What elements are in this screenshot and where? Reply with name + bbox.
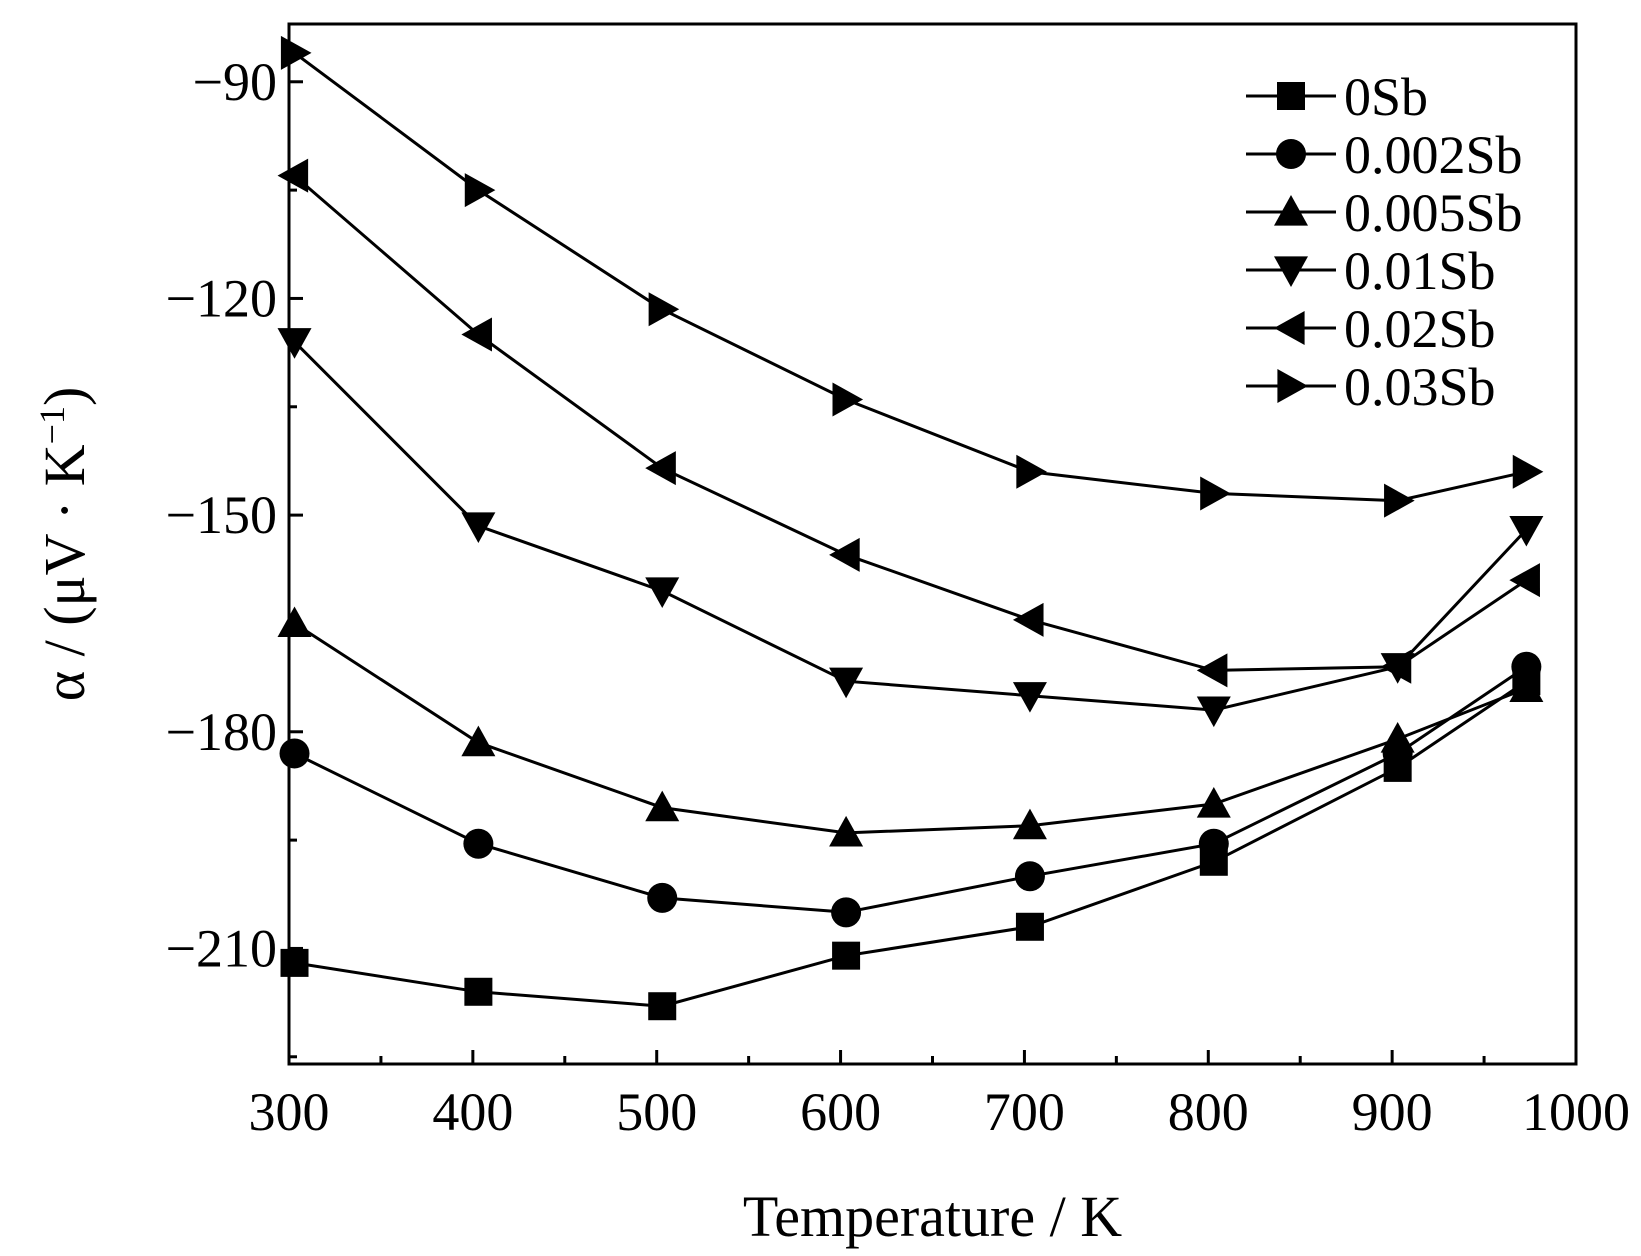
data-point: [647, 882, 678, 913]
legend-marker: [1276, 139, 1306, 169]
data-point: [461, 317, 492, 352]
data-point: [829, 537, 860, 572]
data-point: [1014, 861, 1045, 892]
legend-entry: 0.01Sb: [1246, 241, 1496, 301]
legend-label: 0.01Sb: [1344, 241, 1496, 301]
data-point: [648, 992, 677, 1021]
data-point: [280, 35, 312, 70]
data-point: [645, 790, 680, 822]
y-axis-tick-labels: −90 −120 −150 −180 −210: [166, 52, 277, 979]
y-axis-ticks: [289, 80, 303, 1059]
data-point: [1012, 602, 1044, 637]
data-point: [1196, 653, 1228, 688]
data-point: [1509, 515, 1544, 547]
legend-marker: [1277, 369, 1308, 403]
data-point: [1196, 787, 1231, 818]
data-point: [1509, 671, 1544, 703]
x-tick-label: 800: [1168, 1082, 1249, 1142]
x-axis-ticks: [287, 1050, 1578, 1064]
legend-entry: 0.03Sb: [1246, 357, 1496, 417]
series-5: [277, 158, 1540, 688]
data-point: [279, 738, 310, 769]
series-line: [293, 340, 1528, 712]
y-tick-label: −120: [166, 268, 277, 328]
legend-entry: 0.005Sb: [1246, 183, 1523, 243]
x-tick-label: 500: [616, 1082, 697, 1142]
data-point: [829, 815, 864, 847]
x-tick-label: 900: [1352, 1082, 1433, 1142]
x-tick-label: 600: [800, 1082, 881, 1142]
data-point: [1511, 651, 1542, 682]
legend-marker: [1274, 256, 1308, 287]
series-line: [293, 622, 1527, 835]
data-point: [832, 941, 861, 970]
x-axis-tick-labels: 300 400 500 600 700 800 900 1000: [249, 1082, 1631, 1142]
data-point: [280, 948, 309, 977]
series-4: [277, 328, 1544, 728]
y-axis-title-suffix: ): [32, 387, 97, 406]
data-point: [648, 292, 680, 327]
legend-label: 0.03Sb: [1344, 357, 1496, 417]
y-axis-title-superscript: −1: [32, 406, 72, 444]
legend-entry: 0.02Sb: [1246, 299, 1496, 359]
data-point: [832, 382, 864, 417]
data-point: [1380, 722, 1415, 753]
y-axis-title-prefix: α / (μV · K: [32, 444, 97, 701]
x-tick-label: 300: [249, 1082, 330, 1142]
series-line: [294, 679, 1528, 1008]
legend-label: 0Sb: [1344, 67, 1428, 127]
y-tick-label: −180: [166, 702, 277, 762]
y-tick-label: −210: [166, 918, 277, 978]
legend-marker: [1277, 82, 1305, 110]
data-point: [277, 606, 312, 638]
data-point: [1380, 649, 1412, 684]
data-point: [1512, 454, 1544, 489]
data-point: [1198, 828, 1229, 859]
series-6: [280, 35, 1544, 518]
series-line: [293, 665, 1528, 914]
legend-entry: 0.002Sb: [1246, 125, 1523, 185]
data-point: [1200, 476, 1231, 511]
data-point: [277, 328, 312, 359]
legend-label: 0.002Sb: [1344, 125, 1523, 185]
data-point: [464, 977, 493, 1006]
data-point: [1012, 682, 1047, 713]
legend-marker: [1274, 195, 1308, 226]
data-point: [461, 725, 496, 757]
plot-frame: [287, 22, 1578, 1066]
data-point: [645, 451, 676, 486]
y-tick-label: −90: [193, 52, 277, 112]
series-3: [277, 606, 1544, 847]
data-point: [829, 667, 864, 699]
series-1: [280, 667, 1541, 1021]
legend-label: 0.02Sb: [1344, 299, 1496, 359]
data-point: [1509, 563, 1540, 598]
series-line: [293, 174, 1528, 672]
data-point: [1012, 808, 1047, 840]
legend-entry: 0Sb: [1246, 67, 1428, 127]
legend-marker: [1274, 311, 1305, 345]
data-point: [463, 828, 494, 859]
data-point: [645, 577, 680, 608]
data-point: [461, 512, 496, 543]
data-point: [831, 897, 862, 928]
data-point: [1015, 912, 1044, 941]
y-axis-title: α / (μV · K−1): [32, 387, 97, 702]
series-line: [293, 51, 1527, 503]
data-point: [464, 173, 496, 208]
x-axis-title: Temperature / K: [743, 1184, 1122, 1249]
data-point: [1196, 696, 1231, 728]
legend-label: 0.005Sb: [1344, 183, 1523, 243]
x-tick-label: 700: [984, 1082, 1065, 1142]
data-point: [277, 158, 309, 193]
series-2: [279, 651, 1542, 928]
series-layer: [277, 35, 1544, 1021]
data-point: [1016, 454, 1047, 489]
y-tick-label: −150: [166, 485, 277, 545]
data-point: [1384, 483, 1415, 518]
x-tick-label: 400: [432, 1082, 513, 1142]
x-tick-label: 1000: [1522, 1082, 1630, 1142]
